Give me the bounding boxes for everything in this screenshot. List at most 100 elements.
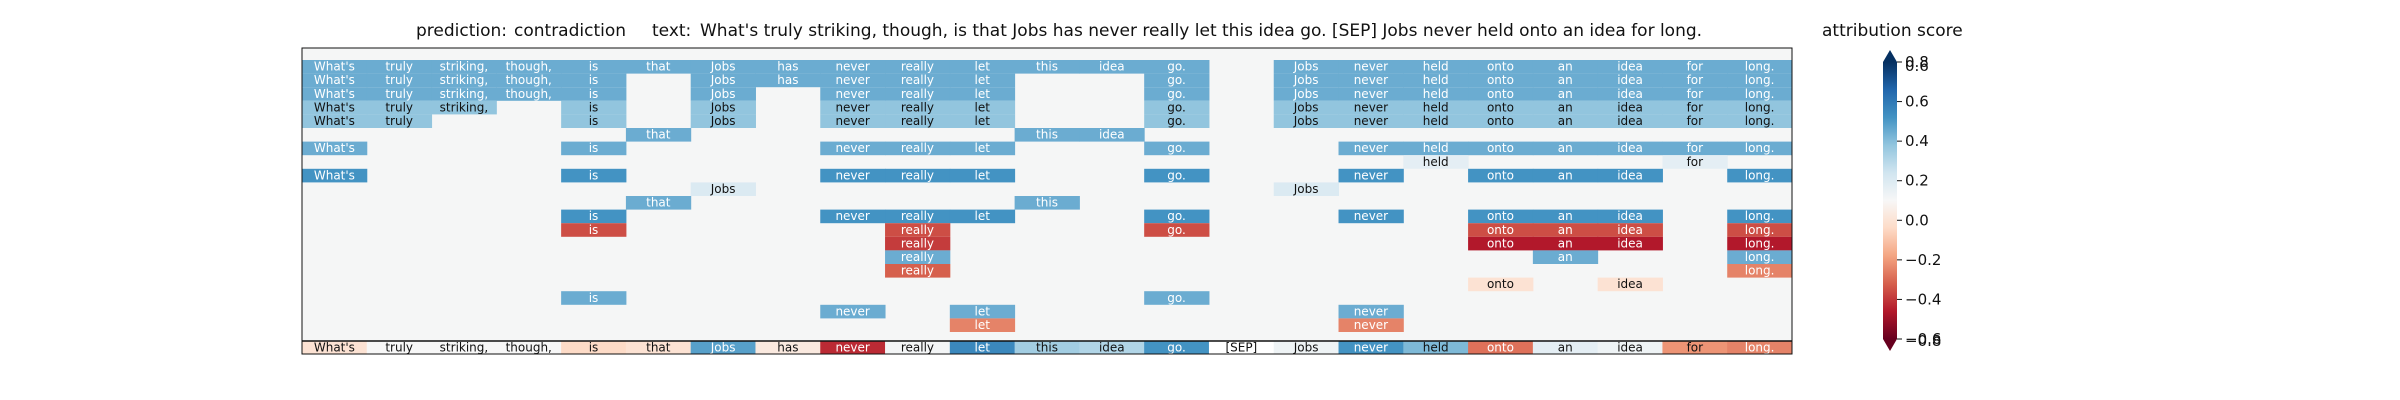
cell-token: an	[1558, 114, 1573, 128]
cell-token: that	[646, 60, 671, 74]
heatmap-cell	[1597, 209, 1663, 224]
heatmap-cell	[1403, 100, 1469, 115]
cell-token: never	[835, 209, 869, 223]
heatmap-cell	[1662, 141, 1728, 156]
heatmap-cell	[1532, 250, 1599, 264]
heatmap-cell	[625, 196, 692, 210]
attribution-cell	[690, 341, 756, 354]
colorbar-tick-label: −0.4	[1905, 290, 1941, 308]
prediction-value: contradiction	[514, 21, 627, 41]
attribution-token: let	[975, 341, 991, 355]
attribution-cell	[625, 341, 692, 354]
cell-token: idea	[1099, 60, 1125, 74]
cell-token: is	[589, 73, 599, 87]
heatmap-cell	[1338, 73, 1404, 88]
heatmap-cell	[885, 141, 951, 156]
cell-token: long.	[1745, 250, 1775, 264]
colorbar-tick-label: 0.8	[1905, 53, 1929, 71]
attribution-token: never	[1354, 341, 1388, 355]
cell-token: an	[1558, 236, 1573, 250]
cell-token: is	[589, 87, 599, 101]
colorbar-tick-label: −0.6	[1905, 330, 1941, 348]
heatmap-cell	[1727, 60, 1793, 74]
heatmap-cell	[1662, 60, 1728, 74]
heatmap-cell	[949, 60, 1016, 74]
cell-token: let	[975, 60, 991, 74]
cell-token: let	[975, 141, 991, 155]
heatmap-cell	[561, 141, 627, 156]
attribution-cell	[1403, 341, 1469, 354]
heatmap-cells: What's truly striking, though, is that Jobs has…	[301, 47, 1793, 355]
heatmap-cell	[820, 114, 886, 128]
cell-token: idea	[1617, 141, 1643, 155]
colorbar-title: attribution score	[1822, 21, 1963, 41]
plot-frame	[301, 47, 1793, 355]
heatmap-cell	[820, 304, 886, 319]
heatmap-cell	[1144, 141, 1210, 156]
cell-token: go.	[1167, 87, 1186, 101]
heatmap-cell	[1468, 100, 1534, 115]
cell-token: Jobs	[710, 87, 736, 101]
colorbar-extend-bottom	[1883, 339, 1897, 351]
cell-token: let	[975, 100, 991, 114]
cell-token: an	[1558, 87, 1573, 101]
heatmap-cell	[820, 87, 886, 101]
cell-token: let	[975, 114, 991, 128]
heatmap-cell	[1468, 73, 1534, 88]
cell-token: though,	[506, 60, 552, 74]
attribution-cell	[1597, 341, 1663, 354]
heatmap-cell	[820, 168, 886, 183]
heatmap-cell	[561, 100, 627, 115]
cell-token: for	[1687, 73, 1704, 87]
cell-token: really	[901, 100, 934, 114]
cell-token: an	[1558, 73, 1573, 87]
cell-token: for	[1687, 60, 1704, 74]
heatmap-cell	[431, 73, 497, 88]
heatmap-cell	[1662, 87, 1728, 101]
heatmap-cell	[690, 182, 756, 196]
cell-token: idea	[1617, 168, 1643, 182]
cell-token: never	[1354, 100, 1388, 114]
cell-token: never	[1354, 114, 1388, 128]
attribution-cell	[1338, 341, 1404, 354]
heatmap-cell	[1403, 114, 1469, 128]
heatmap-cell	[1273, 60, 1340, 74]
cell-token: Jobs	[1293, 182, 1319, 196]
colorbar-extend-top	[1883, 50, 1897, 62]
attribution-token: is	[589, 341, 599, 355]
heatmap-cell	[1532, 141, 1599, 156]
cell-token: an	[1558, 100, 1573, 114]
cell-token: What's	[314, 60, 355, 74]
cell-token: long.	[1745, 223, 1775, 237]
heatmap-cell	[690, 114, 756, 128]
cell-token: never	[835, 114, 869, 128]
heatmap-cell	[1273, 182, 1340, 196]
cell-token: long.	[1745, 100, 1775, 114]
text-label: text:	[652, 21, 692, 41]
heatmap-cell	[366, 114, 433, 128]
cell-token: this	[1036, 128, 1058, 142]
heatmap-cell	[1144, 87, 1210, 101]
heatmap-cell	[1727, 100, 1793, 115]
heatmap-cell	[1727, 114, 1793, 128]
attribution-token: though,	[506, 341, 552, 355]
heatmap-cell	[366, 100, 433, 115]
colorbar-extra-label: −0.8	[1905, 332, 1941, 350]
heatmap-cell	[820, 141, 886, 156]
heatmap-cell	[1532, 168, 1599, 183]
attribution-cell	[1532, 341, 1599, 354]
cell-token: for	[1687, 100, 1704, 114]
heatmap-cell	[1597, 114, 1663, 128]
heatmap-cell	[1597, 277, 1663, 292]
heatmap-cell	[302, 87, 368, 101]
heatmap-cell	[1532, 100, 1599, 115]
attribution-token: really	[901, 341, 934, 355]
heatmap-cell	[885, 100, 951, 115]
cell-token: long.	[1745, 114, 1775, 128]
heatmap-cell	[885, 264, 951, 278]
attribution-cell	[1273, 341, 1340, 354]
heatmap-cell	[1727, 87, 1793, 101]
cell-token: held	[1423, 141, 1449, 155]
attribution-token: idea	[1099, 341, 1125, 355]
